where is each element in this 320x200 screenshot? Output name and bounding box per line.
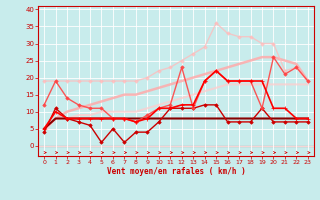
- X-axis label: Vent moyen/en rafales ( km/h ): Vent moyen/en rafales ( km/h ): [107, 167, 245, 176]
